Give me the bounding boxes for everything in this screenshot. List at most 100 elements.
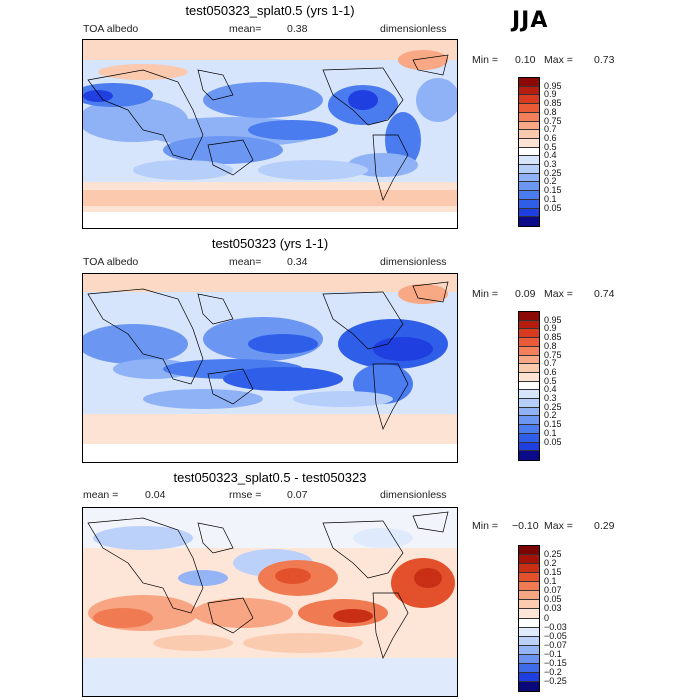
colorbar-tick-label: 0.1	[544, 576, 557, 587]
colorbar-swatch	[519, 573, 539, 583]
colorbar-swatch	[519, 399, 539, 408]
colorbar-swatch	[519, 442, 539, 452]
colorbar-swatch	[519, 609, 539, 619]
colorbar-swatch	[519, 564, 539, 574]
colorbar-swatch	[519, 217, 539, 226]
colorbar-swatch	[519, 156, 539, 166]
colorbar-swatch	[519, 433, 539, 443]
colorbar-swatch	[519, 320, 539, 330]
panel3-min-value: −0.10	[512, 520, 539, 532]
colorbar-swatch	[519, 654, 539, 664]
colorbar-tick-label: 0.7	[544, 124, 557, 135]
colorbar-tick-label: −0.07	[544, 639, 567, 650]
panel2-min-label: Min =	[472, 288, 498, 300]
panel2-map	[82, 273, 458, 463]
panel3-max-label: Max =	[544, 520, 573, 532]
colorbar-tick-label: 0.2	[544, 410, 557, 421]
colorbar-tick-label: 0.25	[544, 401, 562, 412]
colorbar-swatch	[519, 329, 539, 339]
colorbar-swatch	[519, 627, 539, 637]
colorbar-swatch	[519, 182, 539, 192]
colorbar-tick-label: 0.05	[544, 436, 562, 447]
colorbar-tick-label: 0.6	[544, 366, 557, 377]
colorbar-tick-label: 0.15	[544, 567, 562, 578]
colorbar-tick-label: −0.15	[544, 657, 567, 668]
colorbar-tick-label: 0.15	[544, 419, 562, 430]
colorbar-swatch	[519, 546, 539, 556]
colorbar-tick-label: 0.95	[544, 314, 562, 325]
colorbar-tick-label: 0.85	[544, 98, 562, 109]
colorbar-tick-label: 0.75	[544, 349, 562, 360]
panel3-mean-value: 0.04	[145, 489, 166, 501]
colorbar-tick-label: 0.4	[544, 150, 557, 161]
colorbar-tick-label: 0.8	[544, 106, 557, 117]
panel2-colorbar	[518, 311, 540, 461]
colorbar-swatch	[519, 425, 539, 434]
colorbar-tick-label: 0.4	[544, 384, 557, 395]
colorbar-swatch	[519, 346, 539, 356]
colorbar-swatch	[519, 199, 539, 209]
colorbar-tick-label: 0.05	[544, 594, 562, 605]
colorbar-swatch	[519, 165, 539, 174]
colorbar-tick-label: 0.9	[544, 323, 557, 334]
panel2-field	[83, 274, 457, 462]
panel3-rmse-label: rmse =	[229, 489, 262, 501]
panel1-title: test050323_splat0.5 (yrs 1-1)	[185, 3, 355, 18]
colorbar-tick-label: 0.03	[544, 603, 562, 614]
colorbar-tick-label: 0.07	[544, 585, 562, 596]
panel1-field	[83, 40, 457, 228]
colorbar-swatch	[519, 407, 539, 417]
colorbar-swatch	[519, 591, 539, 601]
colorbar-tick-label: 0.15	[544, 185, 562, 196]
panel2-mean-label: mean=	[229, 256, 262, 268]
panel2-title: test050323 (yrs 1-1)	[211, 236, 329, 251]
colorbar-swatch	[519, 381, 539, 391]
colorbar-tick-label: −0.25	[544, 675, 567, 686]
colorbar-tick-label: −0.2	[544, 666, 562, 677]
colorbar-tick-label: 0.6	[544, 132, 557, 143]
colorbar-swatch	[519, 112, 539, 122]
colorbar-tick-label: 0.2	[544, 558, 557, 569]
colorbar-swatch	[519, 173, 539, 183]
colorbar-tick-label: 0.3	[544, 393, 557, 404]
colorbar-tick-label: 0.8	[544, 340, 557, 351]
colorbar-tick-label: −0.05	[544, 630, 567, 641]
panel3-rmse-value: 0.07	[287, 489, 308, 501]
colorbar-tick-label: 0.9	[544, 89, 557, 100]
panel1-min-value: 0.10	[515, 54, 536, 66]
colorbar-swatch	[519, 672, 539, 682]
colorbar-swatch	[519, 582, 539, 592]
panel1-mean-value: 0.38	[287, 23, 308, 35]
colorbar-swatch	[519, 121, 539, 131]
panel2-variable-label: TOA albedo	[83, 256, 139, 268]
season-label: JJA	[512, 8, 549, 33]
colorbar-swatch	[519, 681, 539, 691]
colorbar-tick-label: 0.95	[544, 80, 562, 91]
colorbar-swatch	[519, 451, 539, 460]
colorbar-swatch	[519, 95, 539, 105]
colorbar-tick-label: 0.25	[544, 549, 562, 560]
colorbar-swatch	[519, 78, 539, 87]
colorbar-tick-label: 0.5	[544, 141, 557, 152]
colorbar-swatch	[519, 191, 539, 200]
panel3-map	[82, 507, 458, 697]
colorbar-swatch	[519, 208, 539, 218]
panel1-variable-label: TOA albedo	[83, 23, 139, 35]
panel2-max-label: Max =	[544, 288, 573, 300]
panel3-max-value: 0.29	[594, 520, 615, 532]
colorbar-swatch	[519, 416, 539, 426]
panel3-units: dimensionless	[380, 489, 447, 501]
colorbar-tick-label: −0.1	[544, 648, 562, 659]
panel1-colorbar	[518, 77, 540, 227]
colorbar-tick-label: 0.3	[544, 159, 557, 170]
panel3-min-label: Min =	[472, 520, 498, 532]
panel2-mean-value: 0.34	[287, 256, 308, 268]
colorbar-swatch	[519, 86, 539, 96]
colorbar-tick-label: 0.75	[544, 115, 562, 126]
colorbar-tick-label: 0.1	[544, 427, 557, 438]
panel1-max-value: 0.73	[594, 54, 615, 66]
colorbar-swatch	[519, 364, 539, 373]
colorbar-swatch	[519, 104, 539, 113]
colorbar-swatch	[519, 312, 539, 321]
colorbar-tick-label: −0.03	[544, 621, 567, 632]
